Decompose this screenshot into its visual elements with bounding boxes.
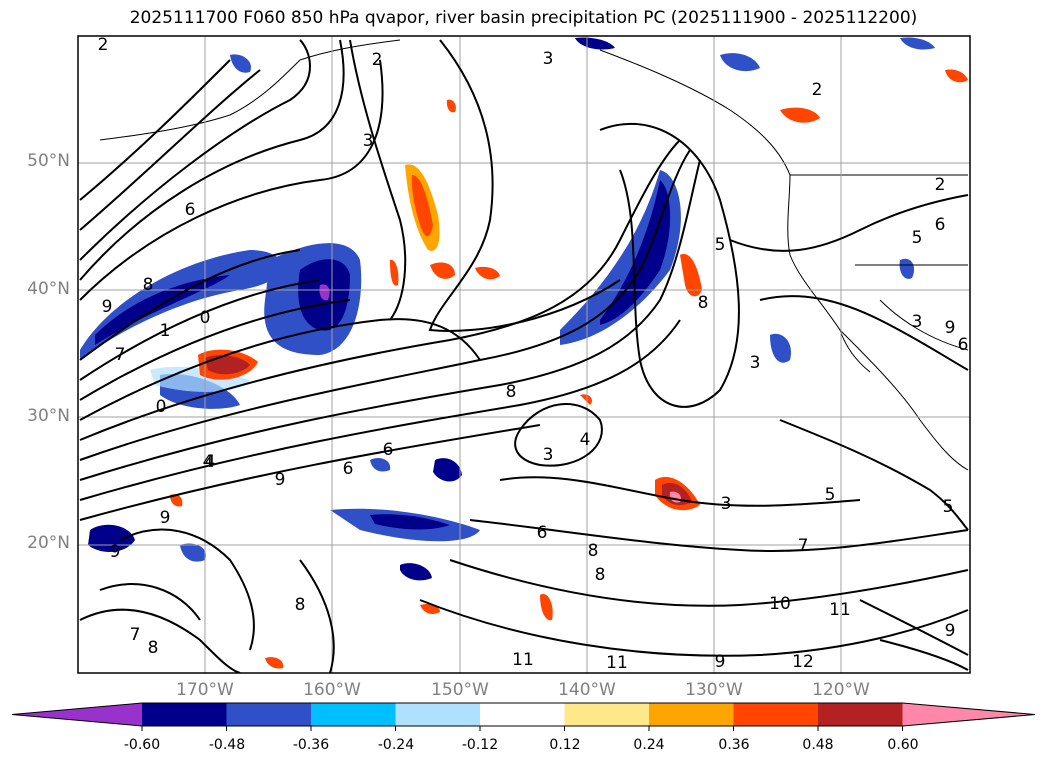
colorbar-tick-label: 0.60 [887, 737, 919, 753]
map-frame [77, 35, 971, 674]
lon-label-160w: 160°W [303, 680, 361, 700]
colorbar-tick-label: -0.48 [208, 737, 246, 753]
contour-label: 5 [943, 497, 954, 517]
colorbar-segment [480, 703, 565, 726]
colorbar-tick-label: -0.60 [123, 737, 161, 753]
contour-label: 7 [798, 536, 809, 556]
colorbar-tick-label: 0.48 [802, 737, 834, 753]
contour-label: 6 [935, 215, 946, 235]
contour-label: 9 [102, 297, 113, 317]
contour-label: 1 [160, 321, 171, 341]
contour-label: 7 [130, 625, 141, 645]
lon-label-140w: 140°W [558, 680, 616, 700]
contour-label: 5 [912, 228, 923, 248]
contour-label: 7 [115, 345, 126, 365]
negative-anomaly-regions [80, 37, 935, 581]
contour-label: 8 [698, 293, 709, 313]
contour-label: 11 [512, 650, 534, 670]
colorbar-tick-label: 0.12 [549, 737, 581, 753]
contour-label: 9 [945, 318, 956, 338]
contour-label: 8 [506, 382, 517, 402]
contour-label: 4 [205, 452, 216, 472]
colorbar-segment [311, 703, 396, 726]
colorbar-segment [395, 703, 481, 726]
colorbar [11, 702, 1036, 731]
contour-label: 2 [98, 35, 109, 55]
lat-label-30n: 30°N [27, 406, 70, 426]
map-title: 2025111700 F060 850 hPa qvapor, river ba… [129, 8, 918, 28]
lon-label-150w: 150°W [431, 680, 489, 700]
contour-label: 2 [812, 80, 823, 100]
contour-label: 6 [343, 459, 354, 479]
colorbar-tick-label: -0.36 [292, 737, 330, 753]
contour-label: 4 [580, 430, 591, 450]
colorbar-segment [649, 703, 734, 726]
qvapor-contours [79, 39, 969, 673]
contour-label: 6 [537, 523, 548, 543]
colorbar-tick-label: 0.24 [633, 737, 665, 753]
contour-label: 8 [143, 275, 154, 295]
colorbar-extend-min [12, 703, 142, 726]
colorbar-tick-label: 0.36 [718, 737, 750, 753]
contour-label: 2 [935, 175, 946, 195]
contour-label: 3 [543, 49, 554, 69]
contour-label: 8 [588, 541, 599, 561]
colorbar-segment [818, 703, 903, 726]
contour-label: 5 [715, 235, 726, 255]
contour-label: 8 [295, 595, 306, 615]
contour-label: 9 [110, 542, 121, 562]
colorbar-segment [564, 703, 650, 726]
colorbar-tick-label: -0.12 [461, 737, 499, 753]
lat-label-20n: 20°N [27, 533, 70, 553]
contour-label: 6 [958, 335, 969, 355]
contour-label: 3 [721, 494, 732, 514]
contour-label: 9 [945, 621, 956, 641]
graticule [78, 36, 970, 673]
lon-label-130w: 130°W [685, 680, 743, 700]
colorbar-segment [733, 703, 819, 726]
lat-label-50n: 50°N [27, 151, 70, 171]
contour-label: 3 [912, 312, 923, 332]
contour-label: 0 [156, 397, 167, 417]
lat-label-40n: 40°N [27, 279, 70, 299]
contour-label: 9 [715, 652, 726, 672]
contour-label: 2 [372, 50, 383, 70]
contour-label: 6 [383, 440, 394, 460]
contour-label: 8 [148, 638, 159, 658]
contour-label: 0 [200, 308, 211, 328]
contour-label: 9 [160, 508, 171, 528]
contour-label: 6 [185, 200, 196, 220]
lon-label-170w: 170°W [176, 680, 234, 700]
contour-label: 3 [750, 353, 761, 373]
contour-label: 10 [769, 594, 791, 614]
positive-anomaly-regions [170, 69, 968, 669]
colorbar-segment [142, 703, 227, 726]
contour-label: 9 [275, 470, 286, 490]
contour-label: 5 [825, 485, 836, 505]
contour-label: 11 [829, 600, 851, 620]
contour-label: 3 [543, 445, 554, 465]
contour-label: 4 [203, 452, 214, 472]
contour-label: 12 [792, 652, 814, 672]
lon-label-120w: 120°W [812, 680, 870, 700]
colorbar-tick-label: -0.24 [377, 737, 415, 753]
contour-label: 3 [363, 131, 374, 151]
colorbar-extend-max [902, 703, 1035, 726]
contour-label: 8 [595, 565, 606, 585]
contour-labels: 2 3 2 3 2 6 8 9 1 0 7 0 4 9 9 8 7 8 6 3 … [98, 35, 969, 673]
colorbar-segment [226, 703, 312, 726]
contour-label: 11 [606, 653, 628, 673]
